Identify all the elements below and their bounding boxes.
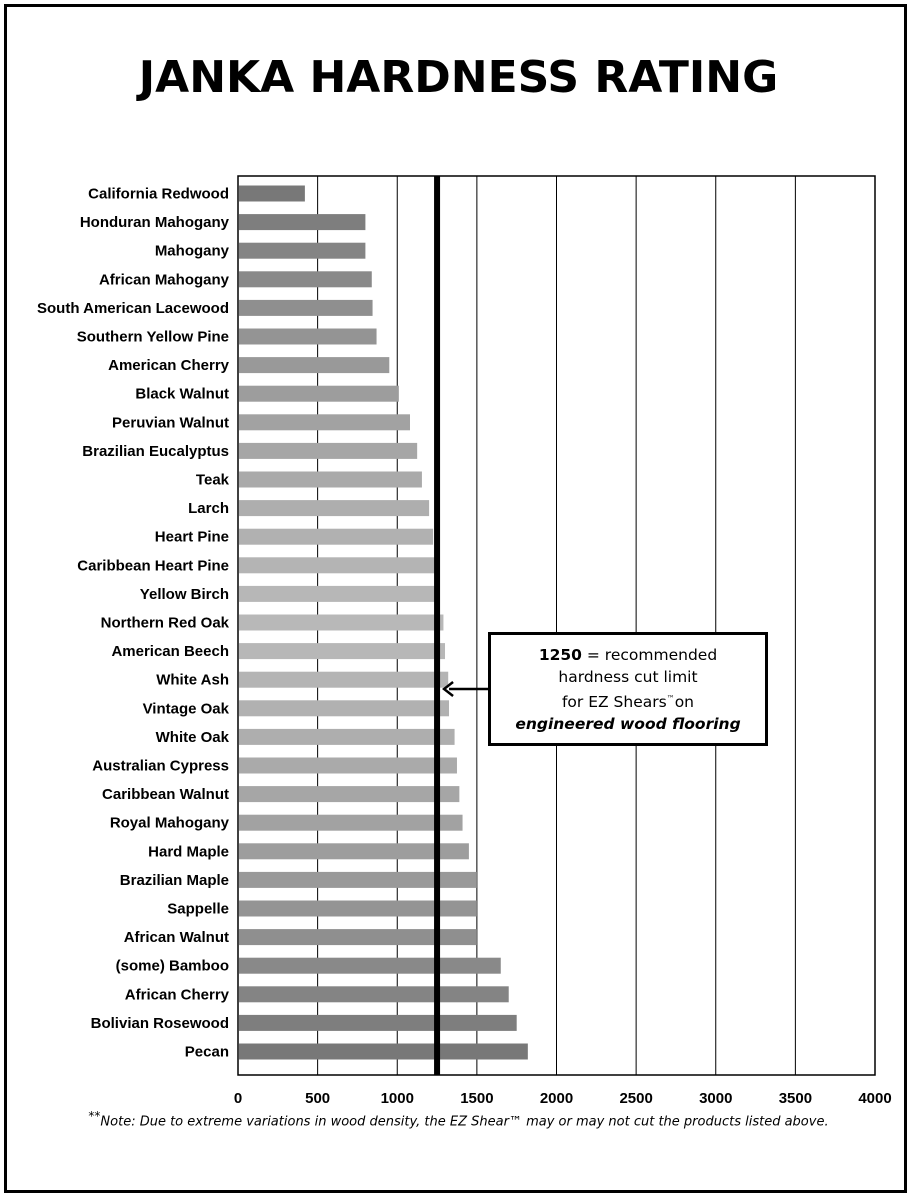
category-label: Sappelle (167, 901, 229, 918)
bar (239, 385, 399, 402)
callout-line3-text: for EZ Shears (561, 693, 667, 712)
chart-title: JANKA HARDNESS RATING (138, 52, 779, 103)
bar (239, 528, 434, 545)
bar (239, 700, 450, 717)
category-label: South American Lacewood (37, 300, 229, 317)
bar (239, 728, 455, 745)
category-label: Peruvian Walnut (112, 414, 229, 431)
x-tick-label: 3500 (779, 1090, 812, 1107)
category-label: Mahogany (155, 243, 230, 260)
category-label: Honduran Mahogany (80, 214, 230, 231)
category-label: Brazilian Maple (120, 872, 229, 889)
category-label: Royal Mahogany (110, 815, 230, 832)
footnote-text: Note: Due to extreme variations in wood … (100, 1114, 829, 1130)
bar (239, 271, 372, 288)
callout-line-4: engineered wood flooring (515, 715, 741, 734)
bar (239, 643, 446, 660)
x-tick-label: 1000 (381, 1090, 414, 1107)
bar (239, 357, 390, 374)
category-label: Caribbean Walnut (102, 786, 229, 803)
category-label: Vintage Oak (143, 700, 230, 717)
category-label: Yellow Birch (140, 586, 229, 603)
bar (239, 843, 469, 860)
category-label: Black Walnut (135, 386, 229, 403)
bar (239, 957, 501, 974)
callout-arrowhead (442, 681, 454, 697)
category-label: White Ash (156, 672, 229, 689)
category-label: Southern Yellow Pine (77, 329, 229, 346)
category-label: Brazilian Eucalyptus (82, 443, 229, 460)
callout-line-2: hardness cut limit (558, 668, 698, 686)
bar (239, 814, 463, 831)
x-tick-label: 4000 (858, 1090, 891, 1107)
bar (239, 1043, 528, 1060)
bar (239, 471, 422, 488)
callout-line1-text: = recommended (581, 646, 718, 664)
bar (239, 557, 436, 574)
x-tick-label: 0 (234, 1090, 242, 1107)
bar (239, 1014, 517, 1031)
category-label: Northern Red Oak (101, 615, 230, 632)
callout-number: 1250 (538, 646, 582, 664)
bar (239, 871, 477, 888)
bar (239, 900, 477, 917)
category-label: Hard Maple (148, 843, 229, 860)
plot-area (237, 175, 876, 1076)
category-label: Teak (196, 472, 230, 489)
bar (239, 500, 430, 517)
category-label: White Oak (156, 729, 230, 746)
bar (239, 414, 410, 431)
callout-line-3: for EZ Shears™on (491, 688, 765, 713)
x-tick-label: 500 (305, 1090, 330, 1107)
bar (239, 786, 460, 803)
bar (239, 328, 377, 345)
category-label: African Walnut (124, 929, 229, 946)
bar (239, 986, 509, 1003)
bar (239, 242, 366, 259)
bar (239, 214, 366, 231)
footnote: **Note: Due to extreme variations in woo… (0, 1109, 917, 1129)
category-label: California Redwood (88, 186, 229, 203)
category-label: American Beech (111, 643, 229, 660)
category-label: African Mahogany (99, 271, 230, 288)
bar (239, 442, 418, 459)
callout-box: 1250 = recommended hardness cut limit fo… (488, 632, 768, 746)
category-label: American Cherry (108, 357, 230, 374)
category-label: Larch (188, 500, 229, 517)
bar (239, 299, 373, 316)
x-tick-label: 1500 (460, 1090, 493, 1107)
category-label: Bolivian Rosewood (91, 1015, 229, 1032)
callout-tm: ™ (666, 694, 675, 703)
callout-line-1: 1250 = recommended (491, 644, 765, 666)
x-tick-label: 2000 (540, 1090, 573, 1107)
category-label: African Cherry (125, 986, 230, 1003)
bar (239, 585, 439, 602)
footnote-stars: ** (88, 1109, 101, 1123)
bar (239, 185, 305, 202)
category-label: Australian Cypress (92, 758, 229, 775)
bar (239, 614, 444, 631)
category-label: (some) Bamboo (116, 958, 229, 975)
category-label: Pecan (185, 1044, 229, 1061)
x-tick-label: 2500 (619, 1090, 652, 1107)
bar (239, 929, 477, 946)
callout-line3-end: on (674, 693, 695, 712)
category-label: Heart Pine (155, 529, 229, 546)
bar (239, 757, 457, 774)
x-tick-label: 3000 (699, 1090, 732, 1107)
bar (239, 671, 449, 688)
category-label: Caribbean Heart Pine (77, 557, 229, 574)
